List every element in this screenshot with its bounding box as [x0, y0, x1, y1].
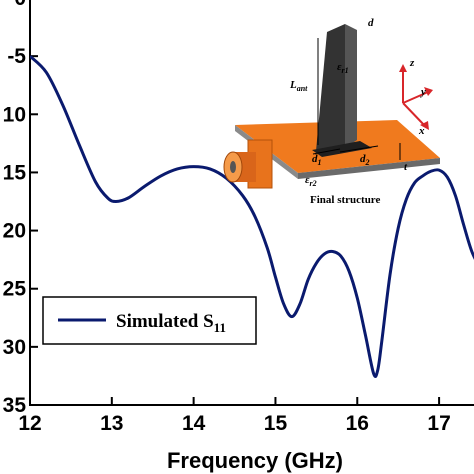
- y-tick-label: 35: [3, 394, 27, 417]
- y-tick-label: 15: [3, 161, 27, 184]
- x-tick-label: 14: [182, 412, 206, 435]
- series-line-simulated-s11: [30, 55, 474, 378]
- label-eps-r1: εr1: [337, 61, 349, 75]
- x-tick-label: 17: [427, 412, 450, 435]
- axis-z-label: z: [409, 57, 415, 69]
- label-d: d: [368, 17, 374, 29]
- y-tick-label: 30: [3, 336, 26, 359]
- legend: Simulated S11: [42, 296, 257, 345]
- dra-front: [316, 24, 345, 151]
- label-d1: d1: [312, 153, 322, 167]
- y-tick-label: 20: [3, 220, 26, 243]
- x-tick-label: 16: [346, 412, 369, 435]
- axis-z-arrowhead: [399, 64, 407, 72]
- series-group: [30, 55, 474, 378]
- dra-base-feed: [312, 141, 372, 157]
- x-axis-title: Frequency (GHz): [167, 448, 343, 473]
- coordinate-axes: z y x: [399, 57, 433, 137]
- y-tick-label: 10: [3, 103, 26, 126]
- label-lant: Lant: [289, 79, 308, 93]
- y-tick-label: 25: [3, 278, 27, 301]
- x-tick-label: 15: [264, 412, 288, 435]
- connector-pin: [230, 161, 236, 173]
- legend-label: Simulated S11: [116, 311, 226, 335]
- legend-label-sub: 11: [214, 320, 226, 335]
- y-tick-label: -5: [7, 45, 26, 68]
- axis-y-label: y: [419, 86, 426, 98]
- sma-connector: [223, 139, 273, 189]
- plot-frame: [29, 0, 474, 406]
- inset-caption: Final structure: [310, 194, 380, 206]
- x-tick-label: 12: [18, 412, 41, 435]
- axis-y-arrowhead: [424, 87, 433, 96]
- dra-side: [345, 24, 357, 148]
- substrate-right-edge: [298, 158, 440, 179]
- x-tick-label: 13: [100, 412, 123, 435]
- axis-x-arrowhead: [420, 121, 429, 130]
- antenna-inset: d εr1 Lant d1 d2 εr2 t Final structure z…: [223, 17, 440, 206]
- axis-x-label: x: [418, 125, 425, 137]
- d1-dimension-line: [312, 148, 341, 155]
- label-eps-r2: εr2: [305, 174, 317, 188]
- d2-dimension-line: [339, 145, 379, 153]
- y-tick-label: 0: [14, 0, 26, 10]
- axis-y-arrow: [402, 91, 429, 104]
- legend-label-main: Simulated S: [116, 311, 214, 332]
- ticks-group: [29, 55, 441, 406]
- tick-labels-group: 12 13 14 15 16 17 0 -5 10 15 20 25 30 35: [3, 0, 451, 435]
- axis-x-arrow: [402, 102, 426, 127]
- label-d2: d2: [360, 153, 370, 167]
- label-t: t: [404, 161, 408, 173]
